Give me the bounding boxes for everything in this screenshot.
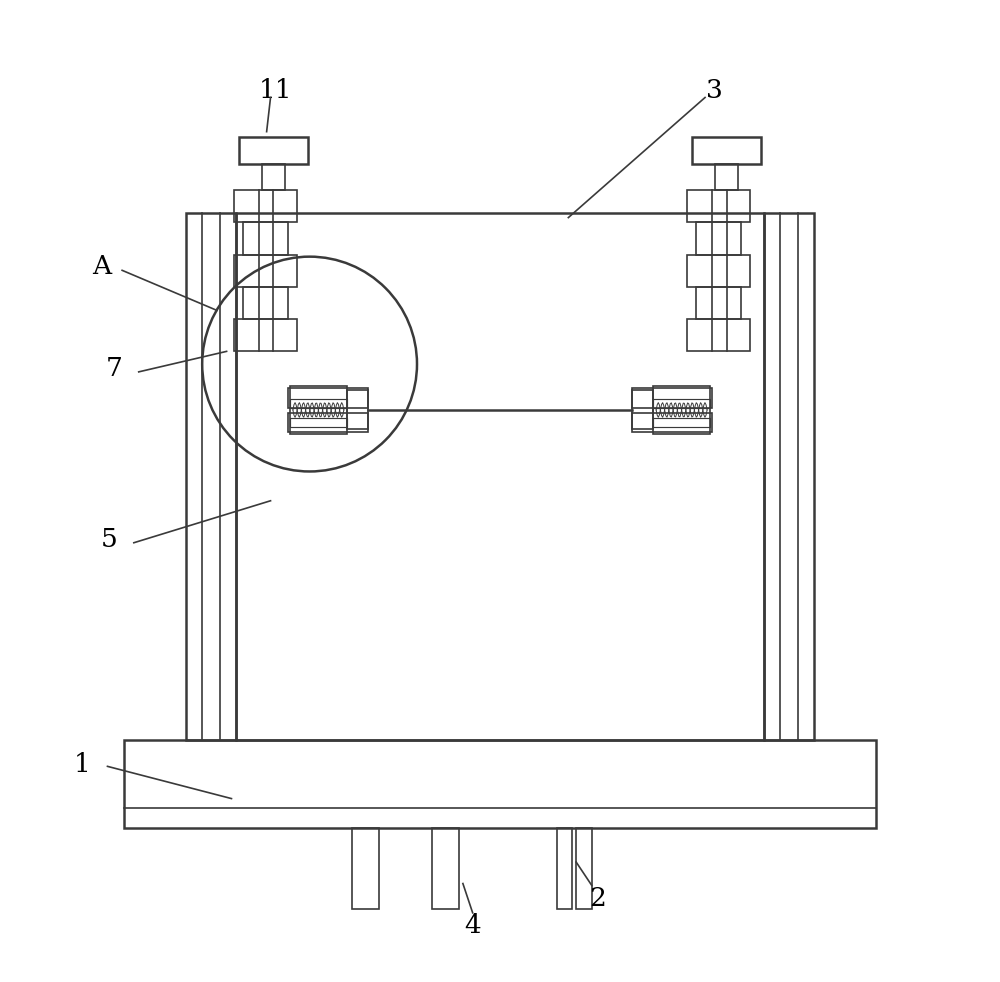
Text: 3: 3 [706, 79, 723, 103]
Bar [576, 828, 592, 909]
Bar [632, 412, 712, 432]
Bar [687, 254, 750, 287]
Bar [696, 223, 741, 254]
Bar [557, 828, 572, 909]
Bar [632, 389, 712, 408]
Bar [288, 389, 368, 408]
Bar [234, 191, 297, 223]
Text: 5: 5 [101, 527, 118, 552]
Bar [290, 399, 347, 408]
Text: 2: 2 [589, 886, 606, 910]
Bar [347, 391, 368, 429]
Bar [653, 399, 710, 408]
Bar [352, 828, 379, 909]
Bar [653, 386, 710, 434]
Text: 11: 11 [259, 79, 292, 103]
Bar [696, 287, 741, 319]
Bar [687, 319, 750, 352]
Bar [243, 287, 288, 319]
Bar [243, 223, 288, 254]
Bar [764, 213, 814, 740]
Bar [432, 828, 459, 909]
Text: 1: 1 [74, 752, 90, 777]
Bar [715, 164, 738, 191]
Bar [239, 136, 308, 164]
Bar [632, 391, 653, 429]
Bar [692, 136, 761, 164]
Bar [186, 213, 236, 740]
Text: A: A [92, 254, 111, 279]
Bar [234, 319, 297, 352]
Bar [290, 386, 347, 434]
Bar [687, 191, 750, 223]
Bar [653, 418, 710, 427]
Bar [288, 412, 368, 432]
Bar [290, 418, 347, 427]
Bar [234, 254, 297, 287]
Bar [236, 213, 764, 740]
Text: 4: 4 [464, 913, 481, 938]
Text: 7: 7 [106, 356, 123, 381]
Bar [124, 740, 876, 828]
Bar [262, 164, 285, 191]
